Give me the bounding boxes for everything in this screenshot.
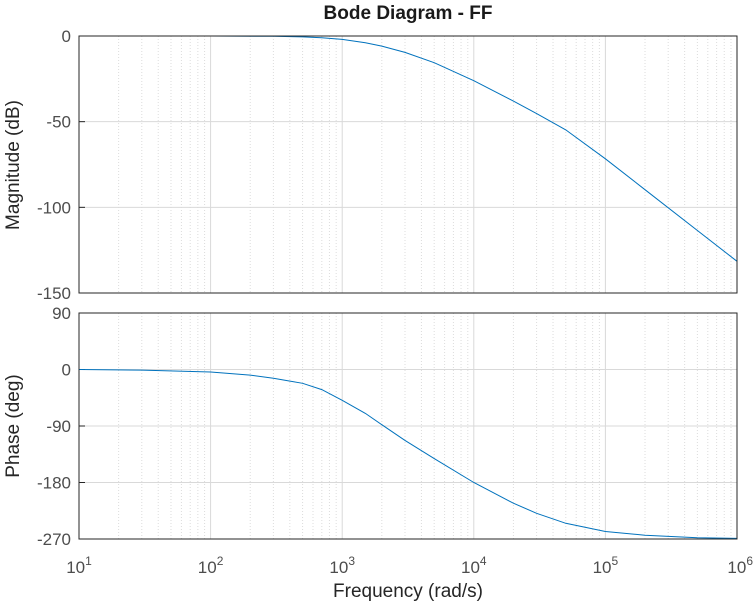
x-tick-label: 105 [593,554,619,577]
magnitude-axes-box [78,35,738,294]
x-tick-label: 104 [461,554,487,577]
magnitude-grid [78,35,737,294]
y-tick-label: -270 [37,530,71,549]
phase-grid [78,312,737,540]
x-tick-label: 102 [198,554,224,577]
y-tick-label: -180 [37,474,71,493]
chart-title: Bode Diagram - FF [324,3,493,24]
x-tick-exponent: 3 [348,554,355,568]
x-tick-exponent: 4 [480,554,487,568]
phase-ylabel: Phase (deg) [3,374,24,478]
y-tick-label: -90 [46,417,71,436]
x-tick-base: 10 [593,558,612,577]
y-tick-label: -150 [37,284,71,303]
y-tick-label: 90 [52,304,71,323]
x-tick-exponent: 5 [612,554,619,568]
phase-series-line [78,369,738,539]
x-tick-label: 101 [66,554,92,577]
x-tick-base: 10 [461,558,480,577]
frequency-xlabel: Frequency (rad/s) [333,581,483,602]
x-tick-base: 10 [329,558,348,577]
magnitude-ylabel: Magnitude (dB) [3,100,24,230]
x-tick-base: 10 [198,558,217,577]
x-tick-label: 106 [727,554,753,577]
x-tick-label: 103 [329,554,355,577]
x-tick-base: 10 [727,558,746,577]
phase-axes-box [78,312,738,540]
magnitude-y-ticks: 0 -50 -100 -150 [37,27,85,303]
x-tick-exponent: 2 [217,554,224,568]
x-tick-exponent: 1 [85,554,92,568]
y-tick-label: 0 [62,27,71,46]
x-tick-base: 10 [66,558,85,577]
x-tick-exponent: 6 [746,554,753,568]
y-tick-label: 0 [62,361,71,380]
magnitude-series-line [79,35,738,262]
y-tick-label: -50 [46,113,71,132]
magnitude-panel: 0 -50 -100 -150 Magnitude (dB) [3,27,738,303]
phase-y-ticks: 90 0 -90 -180 -270 [37,304,85,549]
phase-panel: 90 0 -90 -180 -270 Phase (deg) [3,304,738,549]
frequency-x-ticks: 101 102 103 104 105 106 [66,554,753,577]
y-tick-label: -100 [37,198,71,217]
